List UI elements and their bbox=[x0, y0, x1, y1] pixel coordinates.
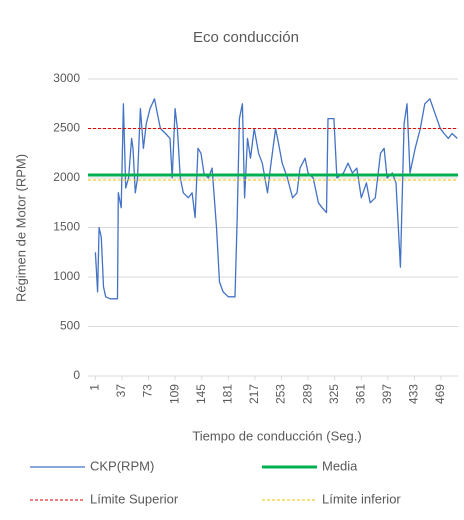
x-axis-title: Tiempo de conducción (Seg.) bbox=[192, 428, 361, 443]
series-line bbox=[94, 98, 458, 300]
x-tick-label: 181 bbox=[220, 384, 234, 404]
x-tick-label: 145 bbox=[194, 384, 208, 404]
y-tick-label: 3000 bbox=[53, 71, 80, 85]
y-axis-title: Régimen de Motor (RPM) bbox=[13, 154, 28, 302]
chart-title: Eco conducción bbox=[193, 29, 299, 46]
x-tick-label: 433 bbox=[407, 384, 421, 404]
legend-label: Límite Superior bbox=[90, 491, 179, 506]
x-tick-label: 217 bbox=[247, 384, 261, 404]
x-tick-label: 469 bbox=[433, 384, 447, 404]
x-tick-label: 253 bbox=[274, 384, 288, 404]
y-tick-label: 1500 bbox=[53, 220, 80, 234]
y-tick-label: 0 bbox=[73, 368, 80, 382]
x-tick-label: 109 bbox=[167, 384, 181, 404]
y-tick-label: 2500 bbox=[53, 121, 80, 135]
x-tick-label: 37 bbox=[114, 384, 128, 398]
y-tick-label: 1000 bbox=[53, 269, 80, 283]
x-tick-label: 325 bbox=[327, 384, 341, 404]
legend-label: Límite inferior bbox=[322, 491, 401, 506]
legend-label: Media bbox=[322, 458, 358, 473]
legend-label: CKP(RPM) bbox=[90, 458, 154, 473]
y-tick-label: 500 bbox=[60, 319, 80, 333]
x-tick-label: 289 bbox=[300, 384, 314, 404]
x-tick-label: 73 bbox=[141, 384, 155, 398]
x-tick-label: 361 bbox=[353, 384, 367, 404]
x-tick-label: 1 bbox=[88, 384, 102, 391]
y-tick-label: 2000 bbox=[53, 170, 80, 184]
x-tick-label: 397 bbox=[380, 384, 394, 404]
